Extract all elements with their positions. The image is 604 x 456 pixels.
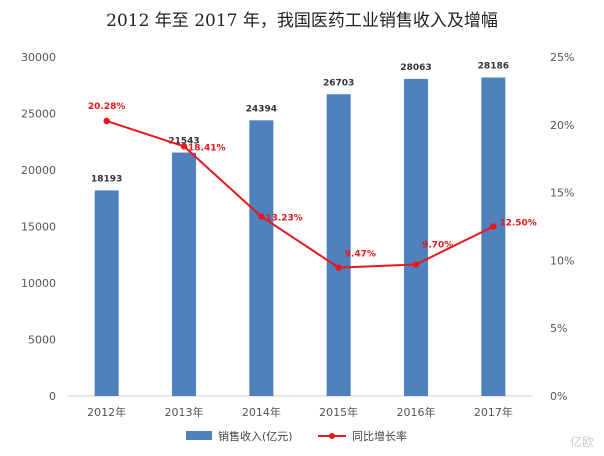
legend-line-marker <box>329 433 335 439</box>
left-tick-label: 5000 <box>28 334 56 347</box>
left-tick-label: 25000 <box>21 108 56 121</box>
bar <box>326 94 351 396</box>
left-tick-label: 30000 <box>21 51 56 64</box>
bar <box>481 77 506 396</box>
legend-bar-label: 销售收入(亿元) <box>218 429 293 443</box>
left-axis-ticks: 0 5000 10000 15000 20000 25000 30000 <box>21 51 56 403</box>
bar <box>94 190 119 396</box>
x-tick-label: 2013年 <box>165 405 204 419</box>
line-value-label: 20.28% <box>88 102 126 112</box>
bar-value-label: 28063 <box>400 63 431 73</box>
legend-bar-swatch <box>186 431 212 440</box>
bar-series <box>94 77 506 397</box>
x-tick-label: 2014年 <box>242 405 281 419</box>
right-tick-label: 10% <box>550 254 574 267</box>
line-point <box>258 213 265 220</box>
x-tick-label: 2017年 <box>474 405 513 419</box>
chart-title: 2012 年至 2017 年，我国医药工业销售收入及增幅 <box>106 11 498 31</box>
legend: 销售收入(亿元) 同比增长率 <box>186 429 407 443</box>
left-tick-label: 20000 <box>21 164 56 177</box>
legend-line-label: 同比增长率 <box>352 429 407 443</box>
line-value-label: 13.23% <box>265 214 303 224</box>
line-point <box>335 264 342 271</box>
x-tick-label: 2012年 <box>87 405 126 419</box>
right-tick-label: 25% <box>550 51 574 64</box>
bar-value-label: 26703 <box>323 78 354 88</box>
line-point <box>180 143 188 150</box>
bar-value-label: 21543 <box>168 137 199 147</box>
left-tick-label: 0 <box>49 390 56 403</box>
line-value-label: 9.70% <box>422 240 453 250</box>
bar-value-label: 24394 <box>246 104 277 114</box>
line-value-label: 18.41% <box>188 143 226 153</box>
left-tick-label: 10000 <box>21 277 56 290</box>
x-tick-label: 2016年 <box>397 405 436 419</box>
right-axis-ticks: 0% 5% 10% 15% 20% 25% <box>550 51 574 403</box>
left-tick-label: 15000 <box>21 221 56 234</box>
bar-value-label: 28186 <box>478 61 509 71</box>
line-value-labels: 20.28% 18.41% 13.23% 9.47% 9.70% 12.50% <box>88 102 537 260</box>
bar <box>172 152 196 396</box>
line-point <box>103 117 110 125</box>
right-tick-label: 0% <box>550 390 567 403</box>
line-point <box>412 261 420 268</box>
bar <box>404 78 428 397</box>
bar <box>249 120 274 396</box>
right-tick-label: 20% <box>550 119 574 132</box>
line-point <box>490 223 497 230</box>
line-series <box>103 117 497 271</box>
line-value-label: 12.50% <box>499 219 537 229</box>
x-tick-label: 2015年 <box>319 405 358 419</box>
right-tick-label: 5% <box>550 322 567 335</box>
growth-line <box>106 120 494 269</box>
watermark: 亿欧 <box>569 435 594 449</box>
bar-value-label: 18193 <box>91 174 122 184</box>
right-tick-label: 15% <box>550 187 574 200</box>
line-value-label: 9.47% <box>345 250 376 260</box>
x-axis-ticks: 2012年 2013年 2014年 2015年 2016年 2017年 <box>87 405 513 419</box>
bar-value-labels: 18193 21543 24394 26703 28063 28186 <box>91 61 509 184</box>
